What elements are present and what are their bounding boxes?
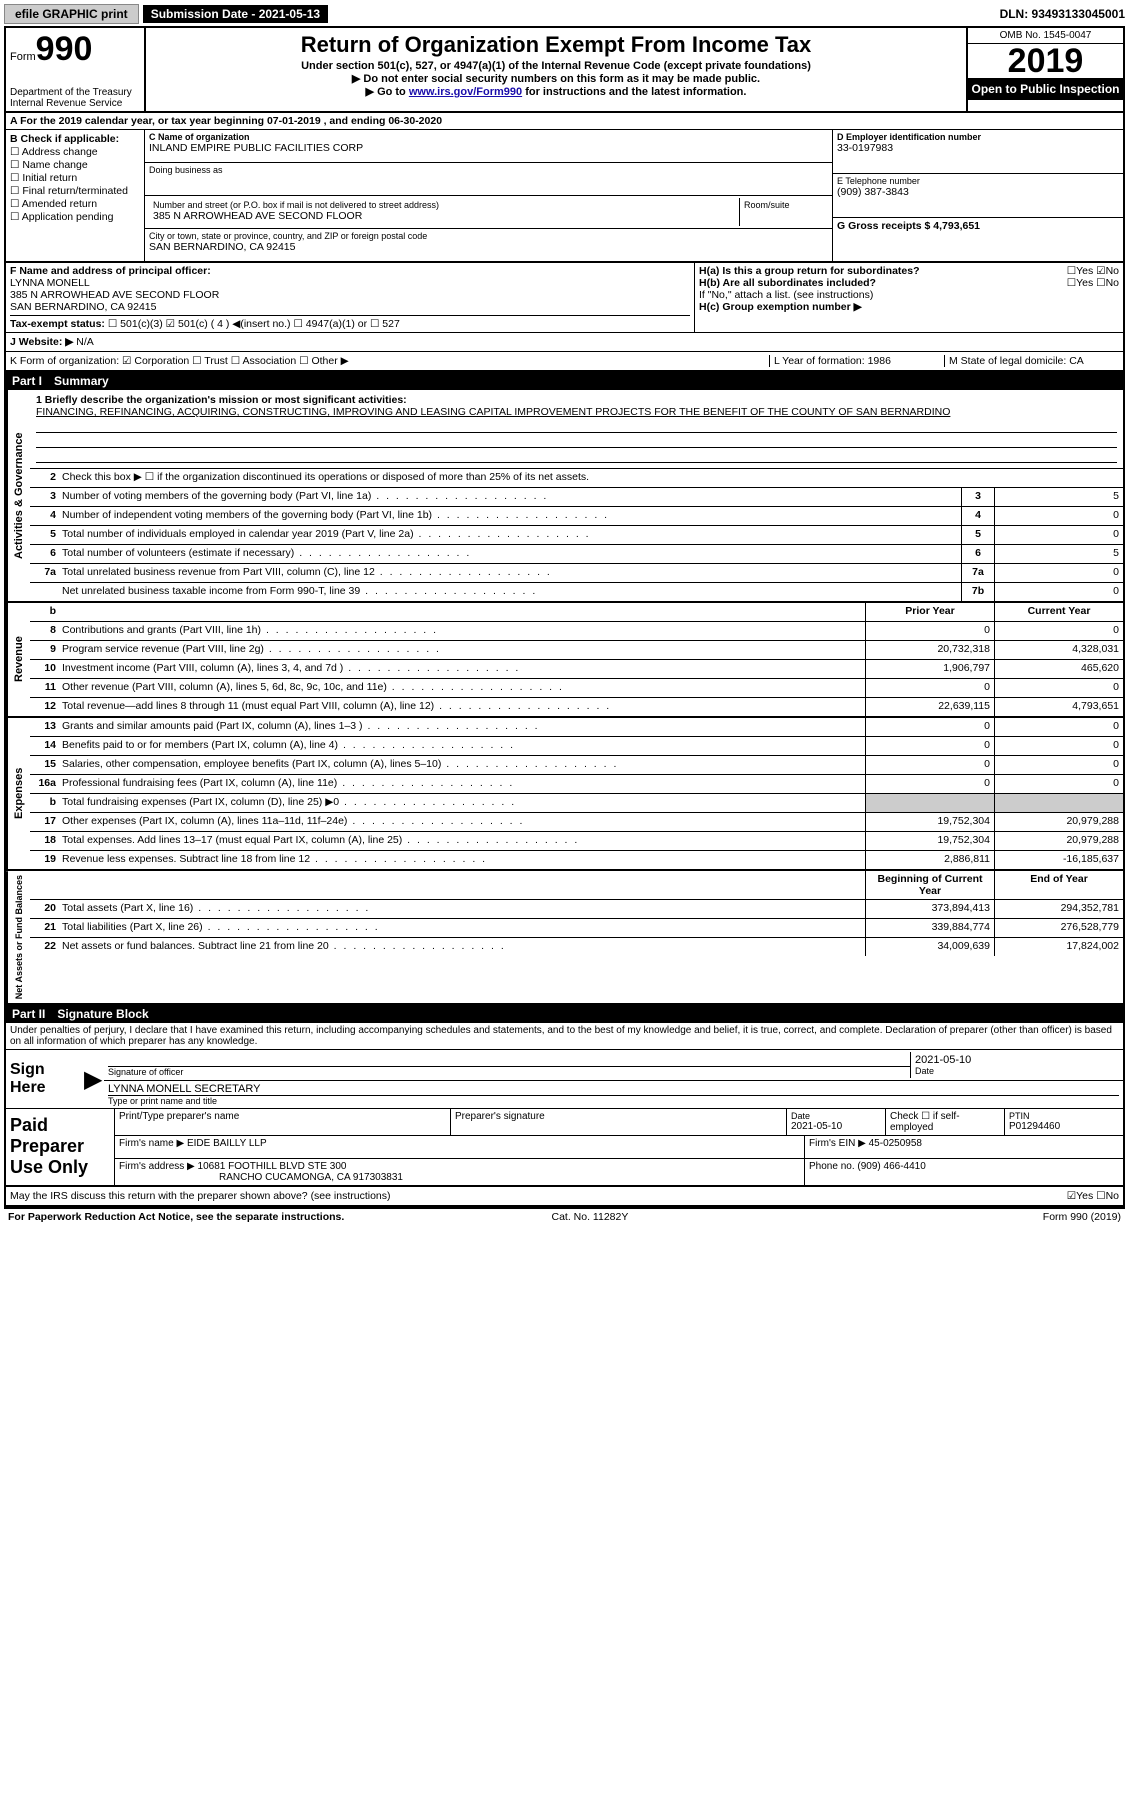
discuss-line: May the IRS discuss this return with the…: [6, 1187, 1123, 1206]
phone: (909) 387-3843: [837, 186, 1119, 198]
tax-year: 2019: [968, 44, 1123, 78]
gross-receipts: G Gross receipts $ 4,793,651: [833, 218, 1123, 261]
table-row: 10Investment income (Part VIII, column (…: [30, 660, 1123, 679]
form-number: 990: [36, 30, 93, 68]
table-row: bTotal fundraising expenses (Part IX, co…: [30, 794, 1123, 813]
form-subtitle: Under section 501(c), 527, or 4947(a)(1)…: [152, 60, 960, 72]
year-formation: L Year of formation: 1986: [769, 355, 944, 367]
sign-date: 2021-05-10: [915, 1054, 1115, 1066]
part1-header: Part I Summary: [6, 372, 1123, 390]
efile-button[interactable]: efile GRAPHIC print: [4, 4, 139, 24]
table-row: Net unrelated business taxable income fr…: [30, 583, 1123, 601]
form-prefix: Form: [10, 51, 36, 63]
klm-line: K Form of organization: ☑ Corporation ☐ …: [6, 352, 1123, 372]
top-bar: efile GRAPHIC print Submission Date - 20…: [4, 4, 1125, 24]
instructions-line: ▶ Go to www.irs.gov/Form990 for instruct…: [152, 85, 960, 98]
revenue-section: Revenue bPrior YearCurrent Year 8Contrib…: [6, 603, 1123, 718]
sign-arrow-icon: ▶: [84, 1050, 104, 1108]
table-row: 5Total number of individuals employed in…: [30, 526, 1123, 545]
form-990: Form990 Department of the Treasury Inter…: [4, 26, 1125, 1208]
table-row: 18Total expenses. Add lines 13–17 (must …: [30, 832, 1123, 851]
form-header: Form990 Department of the Treasury Inter…: [6, 28, 1123, 113]
mission-box: 1 Briefly describe the organization's mi…: [30, 390, 1123, 469]
penalty-statement: Under penalties of perjury, I declare th…: [6, 1023, 1123, 1050]
submission-date: Submission Date - 2021-05-13: [143, 5, 328, 23]
table-row: 20Total assets (Part X, line 16)373,894,…: [30, 900, 1123, 919]
ptin: P01294460: [1009, 1121, 1119, 1132]
revenue-label: Revenue: [6, 603, 30, 716]
paid-preparer-row: Paid Preparer Use Only Print/Type prepar…: [6, 1109, 1123, 1187]
activities-section: Activities & Governance 1 Briefly descri…: [6, 390, 1123, 603]
table-row: 3Number of voting members of the governi…: [30, 488, 1123, 507]
box-d: D Employer identification number 33-0197…: [832, 130, 1123, 261]
officer-group-row: F Name and address of principal officer:…: [6, 263, 1123, 333]
ssn-warning: ▶ Do not enter social security numbers o…: [152, 72, 960, 85]
form-title: Return of Organization Exempt From Incom…: [152, 32, 960, 58]
state-domicile: M State of legal domicile: CA: [944, 355, 1119, 367]
activities-label: Activities & Governance: [6, 390, 30, 601]
street-address: 385 N ARROWHEAD AVE SECOND FLOOR: [153, 210, 735, 222]
open-inspection: Open to Public Inspection: [968, 78, 1123, 100]
mission-text: FINANCING, REFINANCING, ACQUIRING, CONST…: [36, 406, 1117, 418]
discuss-answer: ☑Yes ☐No: [1067, 1190, 1119, 1202]
irs-link[interactable]: www.irs.gov/Form990: [409, 86, 522, 98]
city-state-zip: SAN BERNARDINO, CA 92415: [149, 241, 828, 253]
netassets-section: Net Assets or Fund Balances Beginning of…: [6, 871, 1123, 1005]
table-row: 22Net assets or fund balances. Subtract …: [30, 938, 1123, 956]
table-row: 17Other expenses (Part IX, column (A), l…: [30, 813, 1123, 832]
ein: 33-0197983: [837, 142, 1119, 154]
table-row: 12Total revenue—add lines 8 through 11 (…: [30, 698, 1123, 716]
org-name: INLAND EMPIRE PUBLIC FACILITIES CORP: [149, 142, 828, 154]
tax-exempt-status: ☐ 501(c)(3) ☑ 501(c) ( 4 ) ◀(insert no.)…: [108, 318, 400, 330]
firm-ein: 45-0250958: [869, 1138, 922, 1149]
expenses-section: Expenses 13Grants and similar amounts pa…: [6, 718, 1123, 871]
table-row: 15Salaries, other compensation, employee…: [30, 756, 1123, 775]
table-row: 16aProfessional fundraising fees (Part I…: [30, 775, 1123, 794]
table-row: 6Total number of volunteers (estimate if…: [30, 545, 1123, 564]
table-row: 11Other revenue (Part VIII, column (A), …: [30, 679, 1123, 698]
part2-header: Part II Signature Block: [6, 1005, 1123, 1023]
table-row: 14Benefits paid to or for members (Part …: [30, 737, 1123, 756]
table-row: 4Number of independent voting members of…: [30, 507, 1123, 526]
dln: DLN: 93493133045001: [1000, 7, 1125, 21]
period-line: A For the 2019 calendar year, or tax yea…: [6, 113, 1123, 130]
table-row: 19Revenue less expenses. Subtract line 1…: [30, 851, 1123, 869]
table-row: 13Grants and similar amounts paid (Part …: [30, 718, 1123, 737]
officer-signed-name: LYNNA MONELL SECRETARY: [108, 1083, 1119, 1096]
firm-name: EIDE BAILLY LLP: [187, 1138, 267, 1149]
box-c: C Name of organization INLAND EMPIRE PUB…: [145, 130, 832, 261]
website-line: J Website: ▶ N/A: [6, 333, 1123, 352]
table-row: 9Program service revenue (Part VIII, lin…: [30, 641, 1123, 660]
officer-name: LYNNA MONELL: [10, 277, 690, 289]
irs-label: Internal Revenue Service: [10, 98, 140, 109]
box-b: B Check if applicable: ☐ Address change …: [6, 130, 145, 261]
netassets-label: Net Assets or Fund Balances: [6, 871, 30, 1003]
firm-phone: (909) 466-4410: [857, 1161, 925, 1172]
page-footer: For Paperwork Reduction Act Notice, see …: [4, 1208, 1125, 1225]
entity-block: B Check if applicable: ☐ Address change …: [6, 130, 1123, 263]
table-row: 8Contributions and grants (Part VIII, li…: [30, 622, 1123, 641]
sign-here-row: Sign Here ▶ Signature of officer 2021-05…: [6, 1050, 1123, 1109]
group-return-answer: ☐Yes ☑No: [1067, 265, 1119, 277]
dept-treasury: Department of the Treasury: [10, 87, 140, 98]
table-row: 7aTotal unrelated business revenue from …: [30, 564, 1123, 583]
table-row: 21Total liabilities (Part X, line 26)339…: [30, 919, 1123, 938]
expenses-label: Expenses: [6, 718, 30, 869]
